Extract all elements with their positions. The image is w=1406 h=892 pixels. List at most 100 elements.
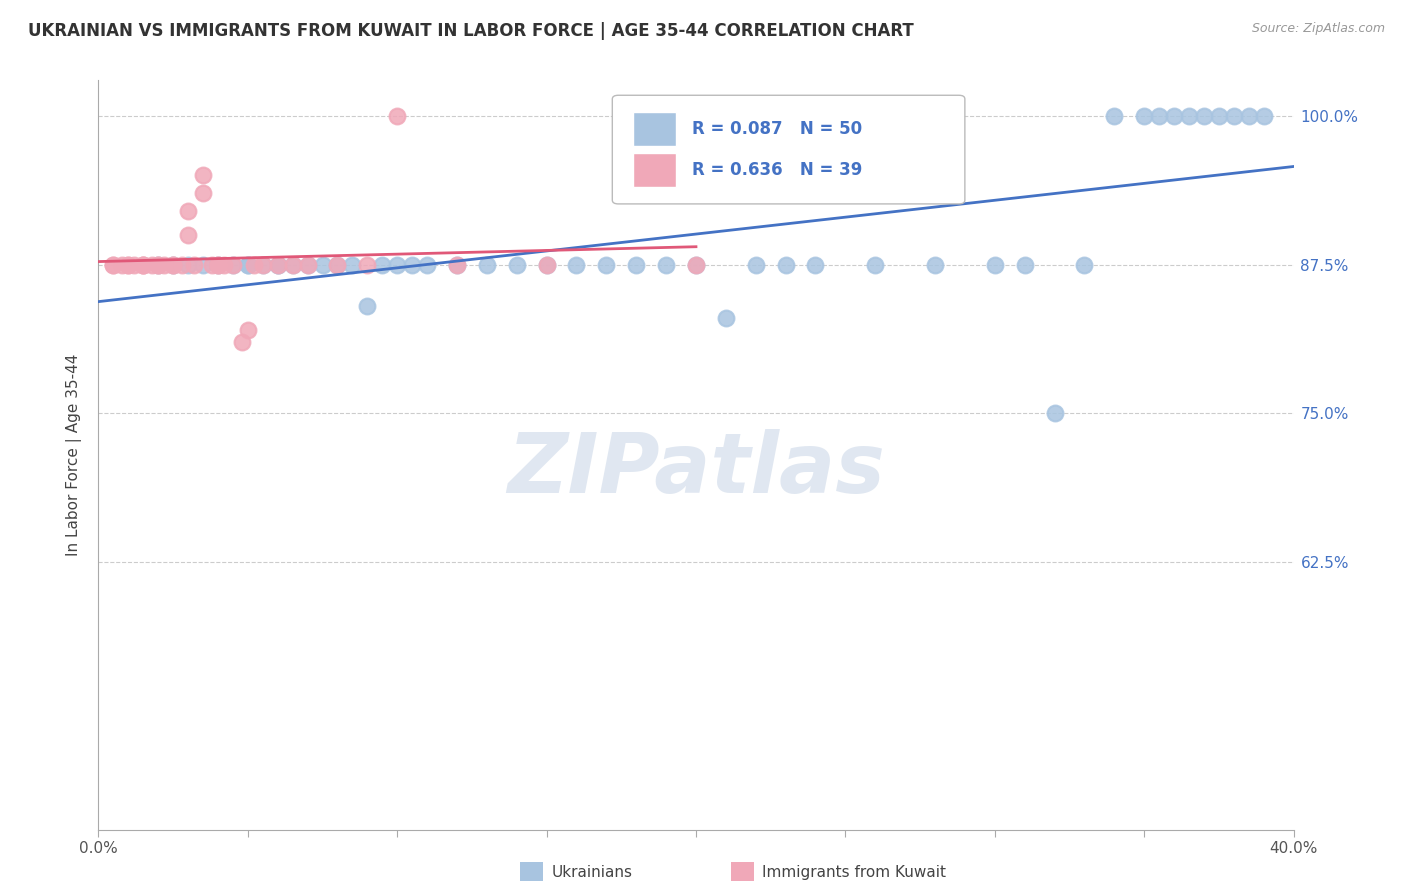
Point (326, 258, 349, 272)
Point (1163, 109, 1185, 123)
Point (685, 258, 707, 272)
Point (685, 258, 707, 272)
Y-axis label: In Labor Force | Age 35-44: In Labor Force | Age 35-44 (66, 354, 83, 556)
Point (141, 258, 163, 272)
Point (1043, 406, 1066, 420)
Point (371, 258, 394, 272)
Point (356, 258, 378, 272)
Point (207, 258, 229, 272)
Point (714, 311, 737, 326)
Point (201, 258, 224, 272)
Point (1104, 109, 1126, 123)
Point (172, 258, 194, 272)
Point (1133, 109, 1156, 123)
Point (536, 258, 558, 272)
Point (148, 258, 170, 272)
Text: R = 0.636   N = 39: R = 0.636 N = 39 (692, 161, 863, 179)
Point (148, 258, 170, 272)
Point (1014, 258, 1036, 272)
Point (356, 299, 378, 313)
Point (281, 258, 304, 272)
Point (984, 258, 1007, 272)
Point (1208, 109, 1230, 123)
Point (252, 258, 274, 272)
Point (1192, 109, 1215, 123)
Point (222, 258, 245, 272)
Point (401, 258, 423, 272)
FancyBboxPatch shape (613, 95, 965, 204)
Point (865, 258, 887, 272)
Point (804, 258, 827, 272)
Point (655, 258, 678, 272)
Point (231, 334, 253, 349)
Point (162, 258, 184, 272)
Point (222, 258, 245, 272)
Point (177, 258, 200, 272)
Point (595, 258, 617, 272)
Point (207, 258, 229, 272)
Point (236, 323, 259, 337)
Point (446, 258, 468, 272)
Point (132, 258, 155, 272)
Point (475, 258, 498, 272)
Point (117, 258, 139, 272)
Point (243, 258, 266, 272)
Point (626, 258, 648, 272)
Point (924, 258, 946, 272)
Point (191, 169, 214, 183)
Point (297, 258, 319, 272)
Text: Ukrainians: Ukrainians (551, 865, 633, 880)
Point (446, 258, 468, 272)
Point (385, 258, 409, 272)
Point (103, 258, 125, 272)
Point (162, 258, 184, 272)
Point (536, 258, 558, 272)
Text: Immigrants from Kuwait: Immigrants from Kuwait (762, 865, 946, 880)
Point (267, 258, 290, 272)
Point (177, 227, 200, 242)
Point (252, 258, 274, 272)
Point (326, 258, 349, 272)
Point (183, 258, 205, 272)
Point (281, 258, 304, 272)
Point (162, 258, 184, 272)
Point (267, 258, 290, 272)
Point (1237, 109, 1260, 123)
Point (191, 186, 214, 201)
Point (1178, 109, 1201, 123)
Point (132, 258, 155, 272)
Point (236, 258, 259, 272)
Point (565, 258, 588, 272)
Point (148, 258, 170, 272)
Text: Source: ZipAtlas.com: Source: ZipAtlas.com (1251, 22, 1385, 36)
Point (212, 258, 235, 272)
Point (1223, 109, 1246, 123)
Point (124, 258, 146, 272)
Point (385, 109, 409, 123)
Point (111, 258, 134, 272)
Point (153, 258, 176, 272)
Point (416, 258, 439, 272)
Point (191, 258, 214, 272)
Point (1147, 109, 1170, 123)
Point (132, 258, 155, 272)
Point (236, 258, 259, 272)
Point (342, 258, 364, 272)
Point (177, 204, 200, 219)
Point (117, 258, 139, 272)
Point (1253, 109, 1275, 123)
Text: R = 0.087   N = 50: R = 0.087 N = 50 (692, 120, 862, 138)
Bar (633, 153, 676, 187)
Point (267, 258, 290, 272)
Bar (633, 112, 676, 145)
Point (745, 258, 768, 272)
Point (297, 258, 319, 272)
Text: UKRAINIAN VS IMMIGRANTS FROM KUWAIT IN LABOR FORCE | AGE 35-44 CORRELATION CHART: UKRAINIAN VS IMMIGRANTS FROM KUWAIT IN L… (28, 22, 914, 40)
Text: ZIPatlas: ZIPatlas (508, 429, 884, 510)
Point (311, 258, 333, 272)
Point (1073, 258, 1095, 272)
Point (103, 258, 125, 272)
Point (506, 258, 529, 272)
Point (207, 258, 229, 272)
Point (775, 258, 797, 272)
